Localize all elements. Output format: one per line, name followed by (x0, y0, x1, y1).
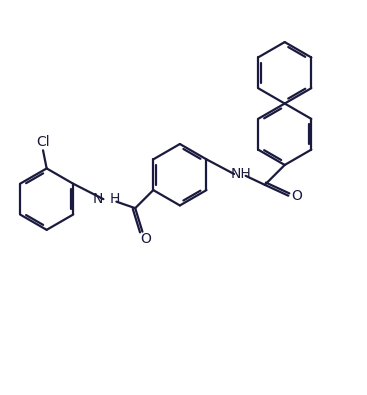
Text: Cl: Cl (36, 135, 50, 149)
Text: H: H (110, 192, 120, 206)
Text: N: N (93, 192, 103, 206)
Text: O: O (291, 189, 302, 203)
Text: O: O (141, 232, 152, 246)
Text: NH: NH (231, 167, 252, 181)
